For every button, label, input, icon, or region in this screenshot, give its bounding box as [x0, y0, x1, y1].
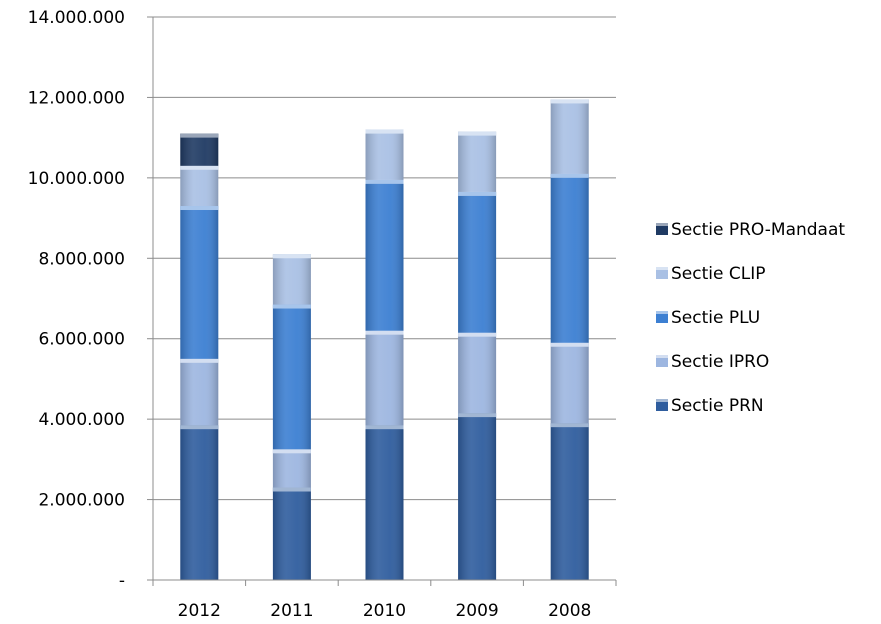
axes: [147, 16, 617, 586]
bar-segment-cap: [272, 304, 311, 309]
legend: Sectie PRO-Mandaat Sectie CLIP Sectie PLU S…: [656, 220, 845, 416]
legend-swatch-cap: [656, 355, 668, 358]
bar-segment-shading: [180, 206, 219, 359]
x-tick-label: 2010: [363, 601, 406, 621]
bar-segment-cap: [458, 413, 497, 418]
bar-segment-cap: [180, 206, 219, 211]
bar-segment-shading: [365, 129, 404, 180]
bar-segment-shading: [272, 254, 311, 305]
bar-segment-shading: [272, 304, 311, 450]
x-tick-label: 2009: [455, 601, 498, 621]
bar-segment-cap: [365, 129, 404, 134]
y-tick-label: 2.000.000: [38, 491, 125, 511]
bar-segment-shading: [272, 487, 311, 580]
bar-segment-cap: [550, 173, 589, 178]
legend-label: Sectie PLU: [671, 308, 760, 328]
bar-segment-shading: [365, 425, 404, 580]
legend-swatch-cap: [656, 223, 668, 226]
bar-segment-cap: [272, 487, 311, 492]
bar-segment-cap: [365, 330, 404, 335]
legend-label: Sectie CLIP: [671, 264, 765, 284]
bar-segment-cap: [180, 425, 219, 430]
y-tick-label: 14.000.000: [28, 8, 125, 28]
y-tick-label: 4.000.000: [38, 410, 125, 430]
bar-segment-cap: [365, 425, 404, 430]
legend-swatch-cap: [656, 399, 668, 402]
bar-segment-shading: [458, 191, 497, 333]
bar-segment-cap: [550, 99, 589, 104]
bar-segment-shading: [550, 173, 589, 343]
bar-segment-cap: [272, 449, 311, 454]
x-axis-tick-labels: 2012 2011 2010 2009 2008: [178, 601, 592, 621]
y-tick-label: 10.000.000: [28, 169, 125, 189]
bar-segment-cap: [180, 133, 219, 138]
legend-swatch-cap: [656, 267, 668, 270]
bar-segment-shading: [365, 330, 404, 426]
bar-segment-shading: [180, 133, 219, 166]
bar-segment-cap: [550, 342, 589, 347]
bar-segment-cap: [458, 131, 497, 136]
y-tick-label: 8.000.000: [38, 249, 125, 269]
y-tick-label: -: [119, 571, 125, 591]
legend-label: Sectie PRN: [671, 396, 764, 416]
bar-segment-shading: [458, 332, 497, 414]
bar-segment-shading: [180, 165, 219, 207]
x-tick-label: 2008: [548, 601, 591, 621]
y-tick-label: 6.000.000: [38, 330, 125, 350]
bars: [180, 99, 589, 580]
bar-segment-cap: [180, 165, 219, 170]
bar-segment-shading: [180, 358, 219, 426]
bar-segment-cap: [458, 191, 497, 196]
x-tick-label: 2011: [270, 601, 313, 621]
bar-segment-cap: [272, 254, 311, 259]
bar-segment-shading: [365, 179, 404, 331]
bar-segment-shading: [550, 99, 589, 174]
legend-swatch-cap: [656, 311, 668, 314]
bar-segment-cap: [180, 358, 219, 363]
legend-label: Sectie PRO-Mandaat: [671, 220, 845, 240]
y-axis-tick-labels: - 2.000.000 4.000.000 6.000.000 8.000.000 10.…: [28, 8, 125, 591]
bar-segment-cap: [365, 179, 404, 184]
bar-segment-cap: [458, 332, 497, 337]
x-tick-label: 2012: [178, 601, 221, 621]
legend-label: Sectie IPRO: [671, 352, 769, 372]
bar-segment-shading: [272, 449, 311, 488]
bar-segment-shading: [550, 342, 589, 424]
bar-segment-cap: [550, 423, 589, 428]
y-tick-label: 12.000.000: [28, 88, 125, 108]
bar-segment-shading: [550, 423, 589, 580]
bar-segment-shading: [458, 131, 497, 192]
bar-segment-shading: [458, 413, 497, 580]
bar-segment-shading: [180, 425, 219, 580]
